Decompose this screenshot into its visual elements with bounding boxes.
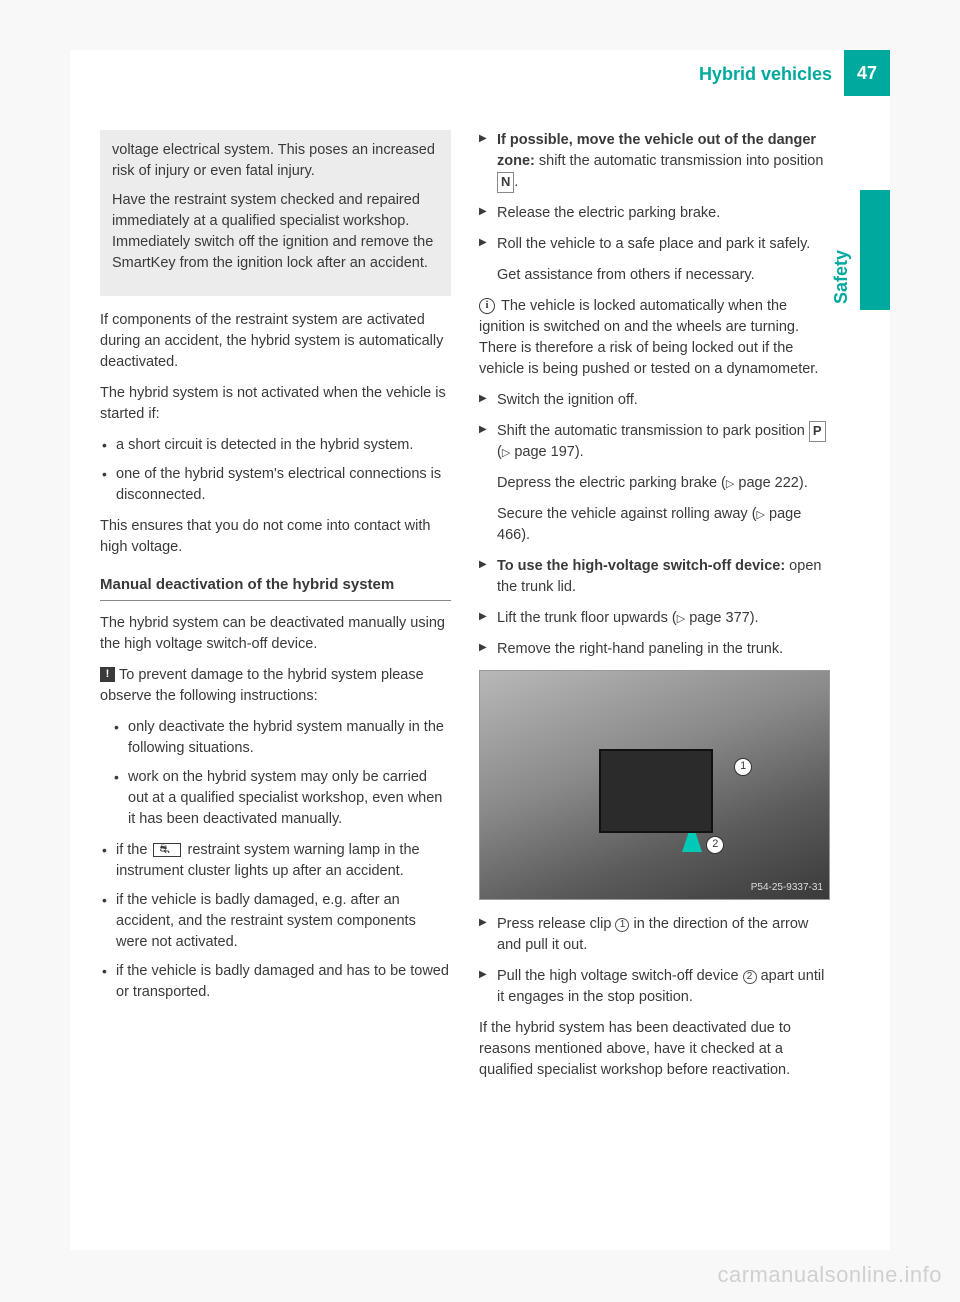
paragraph: The hybrid system can be deactivated man… — [100, 613, 451, 655]
step-item: Remove the right-hand paneling in the tr… — [479, 639, 830, 660]
page-header: Hybrid vehicles 47 — [70, 50, 890, 100]
list-item: one of the hybrid system's electrical co… — [100, 464, 451, 506]
restraint-warning-icon — [153, 843, 181, 857]
warning-text-2: Have the restraint system checked and re… — [112, 190, 439, 274]
callout-ref-1: 1 — [615, 918, 629, 932]
step-list: Switch the ignition off. Shift the autom… — [479, 390, 830, 463]
step-item: Press release clip 1 in the direction of… — [479, 914, 830, 956]
warning-text-1: voltage electrical system. This poses an… — [112, 140, 439, 182]
side-label: Safety — [831, 250, 852, 304]
text-frag: Press release clip — [497, 916, 615, 932]
warning-box: voltage electrical system. This poses an… — [100, 130, 451, 296]
step-subtext: Secure the vehicle against rolling away … — [479, 504, 830, 546]
text-frag: shift the automatic transmission into po… — [535, 153, 824, 169]
list-item: if the vehicle is badly damaged and has … — [100, 961, 451, 1003]
bullet-list: if the restraint system warning lamp in … — [100, 840, 451, 1003]
step-item: If possible, move the vehicle out of the… — [479, 130, 830, 193]
figure-code: P54-25-9337-31 — [751, 881, 823, 896]
watermark: carmanualsonline.info — [717, 1262, 942, 1288]
step-list: Press release clip 1 in the direction of… — [479, 914, 830, 1008]
figure-arrow-icon — [682, 822, 702, 852]
content-columns: voltage electrical system. This poses an… — [70, 100, 890, 1091]
paragraph: The hybrid system is not activated when … — [100, 383, 451, 425]
list-item: a short circuit is detected in the hybri… — [100, 435, 451, 456]
text-frag: Depress the electric parking brake ( — [497, 475, 726, 491]
figure-arrow-icon — [634, 776, 670, 796]
text-frag: Secure the vehicle against rolling away … — [497, 506, 757, 522]
bullet-list: a short circuit is detected in the hybri… — [100, 435, 451, 506]
caution-text: To prevent damage to the hybrid system p… — [100, 667, 424, 704]
header-title: Hybrid vehicles — [699, 64, 832, 85]
text-frag: page 377). — [685, 610, 758, 626]
caution-note: !To prevent damage to the hybrid system … — [100, 665, 451, 707]
text-frag: page 222). — [734, 475, 807, 491]
list-item: if the vehicle is badly damaged, e.g. af… — [100, 890, 451, 953]
text-frag: Shift the automatic transmission to park… — [497, 423, 809, 439]
step-item: To use the high-voltage switch-off devic… — [479, 556, 830, 598]
step-item: Lift the trunk floor upwards (▷ page 377… — [479, 608, 830, 629]
list-item: only deactivate the hybrid system manual… — [112, 717, 451, 759]
step-list: If possible, move the vehicle out of the… — [479, 130, 830, 255]
step-subtext: Depress the electric parking brake (▷ pa… — [479, 473, 830, 494]
page-number: 47 — [844, 50, 890, 96]
step-item: Roll the vehicle to a safe place and par… — [479, 234, 830, 255]
text-frag: Pull the high voltage switch-off device — [497, 968, 743, 984]
step-item: Release the electric parking brake. — [479, 203, 830, 224]
figure-callout-1: 1 — [734, 758, 752, 776]
step-subtext: Get assistance from others if necessary. — [479, 265, 830, 286]
text-frag: if the — [116, 842, 151, 858]
right-column: If possible, move the vehicle out of the… — [479, 130, 830, 1091]
heading-rule — [100, 600, 451, 601]
step-item: Shift the automatic transmission to park… — [479, 421, 830, 463]
figure-callout-2: 2 — [706, 836, 724, 854]
exclamation-icon: ! — [100, 667, 115, 682]
info-icon: i — [479, 298, 495, 314]
trunk-switchoff-figure: 1 2 P54-25-9337-31 — [479, 670, 830, 900]
manual-page: Hybrid vehicles 47 Safety voltage electr… — [70, 50, 890, 1250]
step-item: Pull the high voltage switch-off device … — [479, 966, 830, 1008]
left-column: voltage electrical system. This poses an… — [100, 130, 451, 1091]
side-tab — [860, 190, 890, 310]
list-item: work on the hybrid system may only be ca… — [112, 767, 451, 830]
step-bold: To use the high-voltage switch-off devic… — [497, 558, 785, 574]
info-text: The vehicle is locked automatically when… — [479, 298, 818, 377]
gear-p-icon: P — [809, 421, 826, 442]
step-list: To use the high-voltage switch-off devic… — [479, 556, 830, 660]
text-frag: page 197). — [510, 444, 583, 460]
callout-ref-2: 2 — [743, 970, 757, 984]
paragraph: This ensures that you do not come into c… — [100, 516, 451, 558]
text-frag: . — [514, 174, 518, 190]
page-ref-icon: ▷ — [757, 509, 765, 521]
info-note: iThe vehicle is locked automatically whe… — [479, 296, 830, 380]
paragraph: If the hybrid system has been deactivate… — [479, 1018, 830, 1081]
bullet-list: only deactivate the hybrid system manual… — [100, 717, 451, 830]
paragraph: If components of the restraint system ar… — [100, 310, 451, 373]
list-item: if the restraint system warning lamp in … — [100, 840, 451, 882]
page-ref-icon: ▷ — [677, 613, 685, 625]
text-frag: Lift the trunk floor upwards ( — [497, 610, 677, 626]
section-heading: Manual deactivation of the hybrid system — [100, 574, 451, 596]
step-item: Switch the ignition off. — [479, 390, 830, 411]
gear-n-icon: N — [497, 172, 514, 193]
